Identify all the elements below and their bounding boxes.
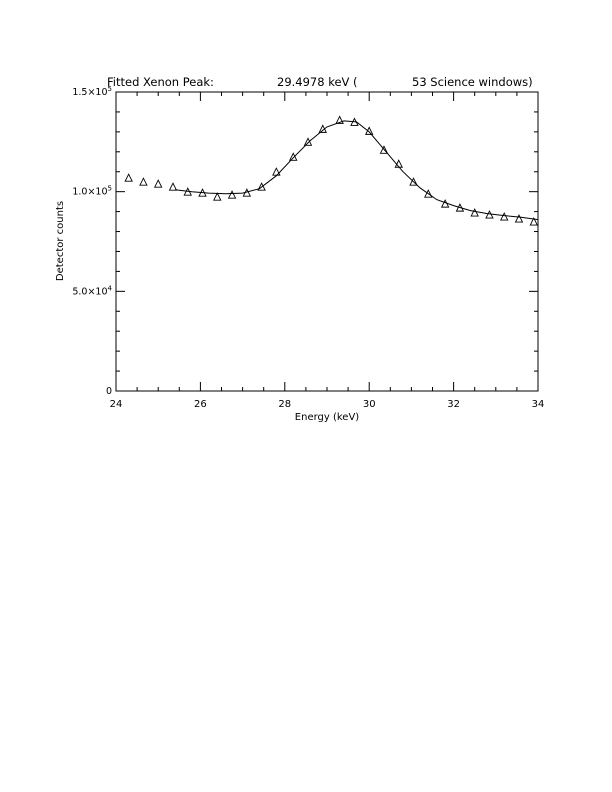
data-point-triangle: [168, 182, 178, 191]
data-point-triangle: [500, 212, 509, 221]
x-tick-label: 32: [447, 399, 460, 410]
data-point-triangle: [364, 126, 374, 135]
x-tick-label: 28: [278, 399, 291, 410]
fit-curve: [175, 120, 539, 221]
axes: 24 26 28 30 32 34 0 5.0×104 1.0×105 1.5×105: [72, 85, 544, 410]
data-point-triangle: [139, 177, 148, 186]
data-point-triangle: [335, 115, 344, 124]
data-point-triangle: [272, 167, 281, 176]
data-point-triangle: [409, 177, 418, 186]
plot-frame: [115, 91, 539, 392]
data-point-triangle: [514, 214, 524, 223]
y-tick-label: 5.0×104: [72, 284, 112, 297]
data-point-triangle: [485, 210, 494, 219]
x-tick-label: 24: [110, 399, 123, 410]
data-point-triangle: [213, 192, 222, 201]
data-point-triangle: [470, 208, 479, 217]
data-point-triangle: [257, 182, 266, 191]
x-tick-label: 26: [194, 399, 207, 410]
y-tick-label: 0: [106, 386, 112, 397]
data-point-triangle: [227, 190, 237, 199]
x-tick-label: 30: [363, 399, 376, 410]
chart-title-windows: 53 Science windows): [412, 75, 533, 89]
chart-title-energy: 29.4978 keV (: [277, 75, 358, 89]
data-point-triangle: [303, 137, 313, 146]
data-point-triangle: [124, 173, 133, 182]
plot-marks: [124, 115, 539, 226]
y-tick-label: 1.0×105: [72, 185, 112, 198]
data-point-triangle: [424, 189, 433, 198]
x-tick-label: 34: [532, 399, 545, 410]
data-point-triangle: [289, 152, 298, 161]
y-tick-label: 1.5×105: [72, 85, 112, 98]
chart-title-prefix: Fitted Xenon Peak:: [107, 75, 214, 89]
data-point-triangle: [379, 145, 389, 154]
x-axis-label: Energy (keV): [295, 412, 360, 423]
data-point-triangle: [153, 179, 163, 188]
data-point-triangle: [529, 217, 539, 226]
y-axis-label: Detector counts: [55, 201, 66, 281]
